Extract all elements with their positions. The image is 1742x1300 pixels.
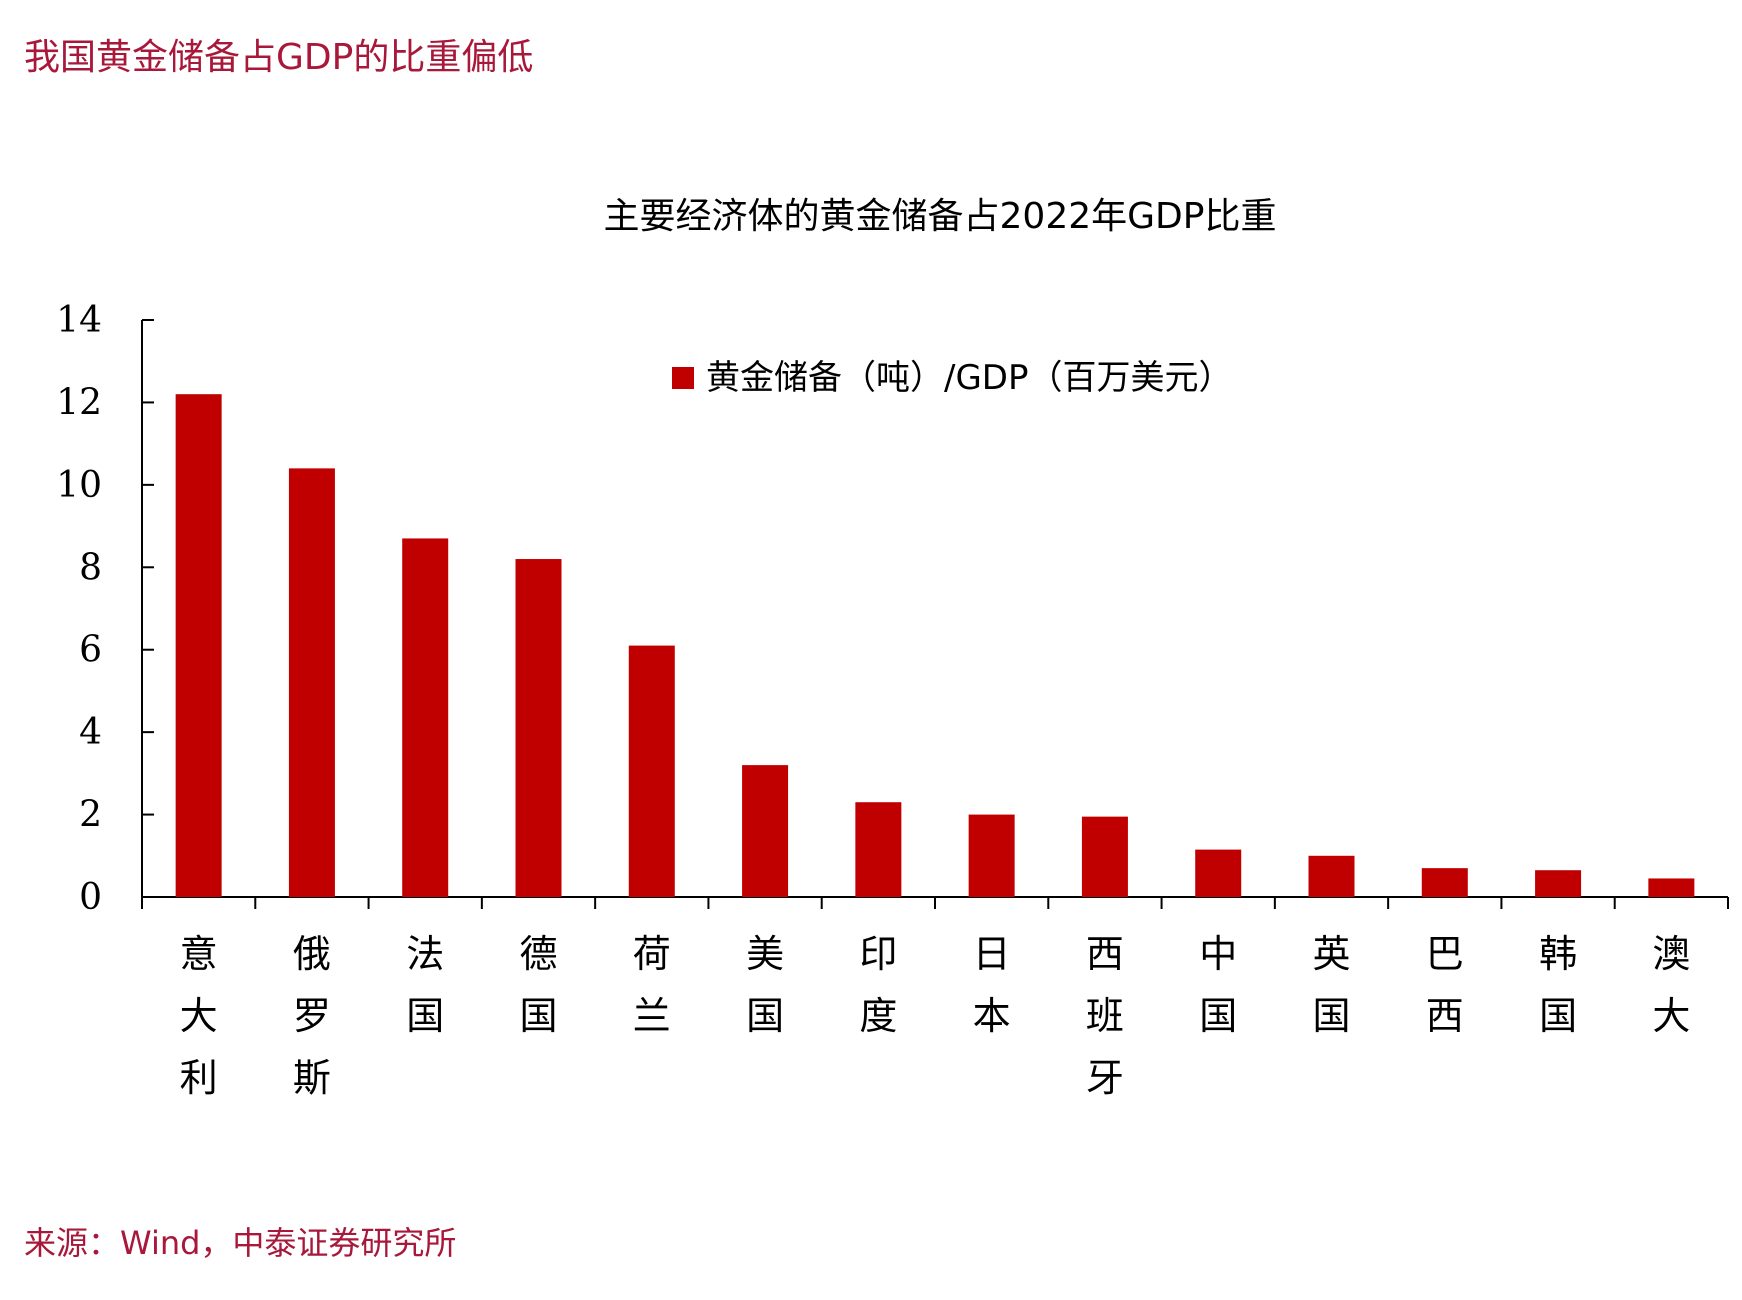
bar-9 <box>1081 816 1128 897</box>
bar-2 <box>288 468 335 897</box>
legend-label: 黄金储备（吨）/GDP（百万美元） <box>706 358 1232 398</box>
y-axis: 0 2 4 6 8 10 12 14 <box>56 300 154 918</box>
bars <box>175 394 1695 897</box>
bar-5 <box>628 645 675 897</box>
bar-6 <box>742 765 789 897</box>
x-tick-label: 印度 <box>859 932 897 1038</box>
x-tick-label: 意大利 <box>180 932 218 1100</box>
x-tick-label: 英国 <box>1312 932 1350 1038</box>
y-tick-label: 12 <box>56 382 102 423</box>
bar-7 <box>855 802 902 897</box>
bar-14 <box>1648 878 1695 897</box>
bar-10 <box>1195 849 1242 897</box>
legend: 黄金储备（吨）/GDP（百万美元） <box>672 358 1232 398</box>
y-tick-label: 10 <box>56 465 102 506</box>
bar-13 <box>1535 870 1582 897</box>
chart-title: 主要经济体的黄金储备占2022年GDP比重 <box>604 196 1277 237</box>
y-tick-label: 2 <box>79 795 102 836</box>
y-tick-label: 6 <box>79 630 102 671</box>
x-tick-label: 德国 <box>519 932 557 1038</box>
source-note: 来源：Wind，中泰证券研究所 <box>24 1224 457 1262</box>
x-tick-label: 俄罗斯 <box>293 932 331 1100</box>
x-tick-label: 中国 <box>1199 932 1237 1038</box>
x-tick-label: 法国 <box>406 932 444 1038</box>
bar-11 <box>1308 855 1355 897</box>
bar-chart: 主要经济体的黄金储备占2022年GDP比重 0 2 4 6 8 10 12 14 意大利 俄罗斯… <box>56 196 1729 1100</box>
x-tick-label: 韩国 <box>1539 932 1577 1038</box>
x-tick-label: 西班牙 <box>1086 932 1124 1100</box>
page-heading: 我国黄金储备占GDP的比重偏低 <box>24 37 534 78</box>
x-tick-label: 美国 <box>746 932 784 1038</box>
x-axis <box>141 896 1729 909</box>
bar-4 <box>515 559 562 897</box>
y-tick-label: 14 <box>56 300 102 341</box>
x-tick-label: 澳大 <box>1652 932 1690 1038</box>
y-tick-label: 0 <box>79 877 102 918</box>
x-tick-label: 荷兰 <box>633 932 671 1038</box>
bar-8 <box>968 814 1015 897</box>
bar-12 <box>1421 868 1468 897</box>
bar-1 <box>175 394 222 897</box>
x-tick-label: 巴西 <box>1426 932 1464 1038</box>
legend-swatch <box>672 367 694 389</box>
y-tick-label: 8 <box>79 547 102 588</box>
bar-3 <box>402 538 449 897</box>
x-tick-label: 日本 <box>973 932 1011 1038</box>
y-tick-label: 4 <box>79 712 102 753</box>
chart-area: 主要经济体的黄金储备占2022年GDP比重 0 2 4 6 8 10 12 14 意大利 俄罗斯… <box>0 150 1742 1150</box>
